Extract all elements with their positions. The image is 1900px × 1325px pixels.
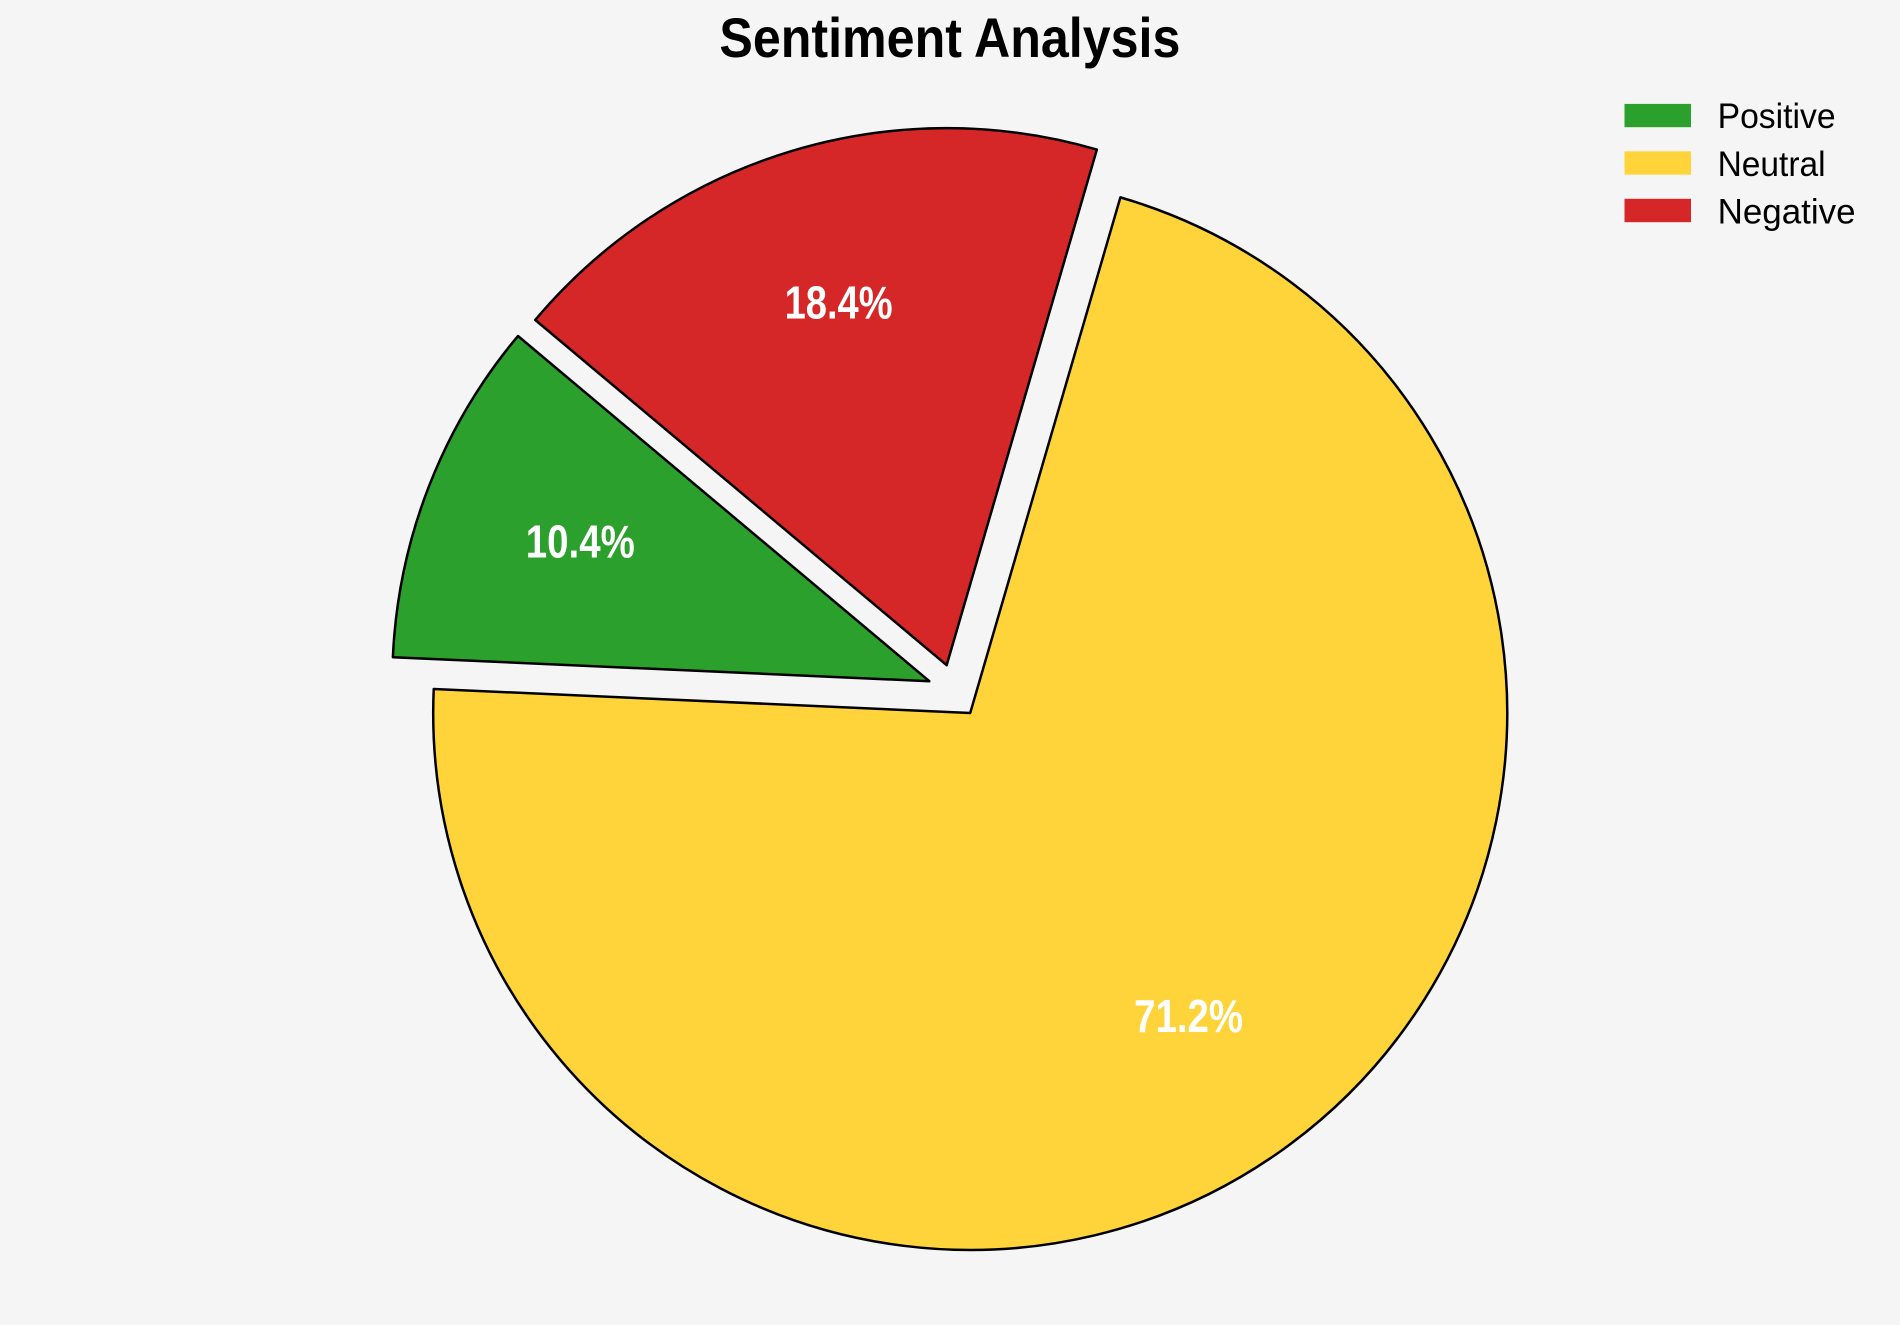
svg-text:Negative: Negative: [1718, 192, 1856, 231]
svg-text:Neutral: Neutral: [1718, 145, 1826, 184]
svg-text:10.4%: 10.4%: [526, 515, 635, 567]
svg-text:Sentiment Analysis: Sentiment Analysis: [719, 6, 1180, 69]
svg-text:71.2%: 71.2%: [1134, 990, 1243, 1042]
svg-text:18.4%: 18.4%: [785, 277, 893, 329]
svg-text:Positive: Positive: [1718, 97, 1836, 136]
